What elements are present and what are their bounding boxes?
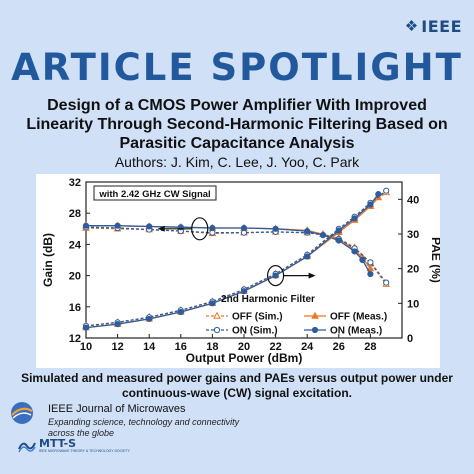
y2-tick-label: 40 (407, 194, 419, 206)
x-tick-label: 16 (175, 341, 187, 353)
annotation-label: with 2.42 GHz CW Signal (98, 189, 210, 200)
data-point (366, 264, 375, 272)
y2-axis-label: PAE (%) (429, 237, 440, 283)
y-tick-label: 16 (69, 302, 81, 314)
legend-entry: ON (Meas.) (330, 326, 382, 337)
ieee-wordmark: IEEE (421, 17, 462, 36)
data-point (146, 223, 153, 230)
legend-marker (311, 311, 319, 319)
data-point (209, 300, 216, 307)
x-tick-label: 22 (269, 341, 281, 353)
data-point (209, 224, 216, 232)
data-point (304, 253, 311, 260)
y2-tick-label: 30 (407, 229, 419, 241)
article-authors: Authors: J. Kim, C. Lee, J. Yoo, C. Park (114, 154, 360, 170)
gain-arrowhead (157, 225, 165, 232)
x-tick-label: 20 (238, 341, 250, 353)
legend-marker (311, 326, 319, 334)
data-point (359, 256, 366, 264)
data-point (240, 224, 248, 232)
data-point (272, 225, 279, 232)
x-tick-label: 12 (111, 341, 123, 353)
series-line (85, 193, 379, 329)
legend-entry: OFF (Sim.) (232, 312, 283, 323)
x-tick-label: 24 (301, 341, 314, 353)
y-axis-label: Gain (dB) (41, 233, 55, 287)
y2-tick-label: 0 (407, 333, 413, 345)
data-point (272, 272, 279, 279)
journal-tagline: Expanding science, technology and connec… (48, 417, 240, 438)
y2-tick-label: 10 (407, 298, 419, 310)
figure-panel: 10 12 14 16 18 20 22 24 26 28 12 16 20 24 28 32 0 10 20 30 4… (36, 174, 440, 368)
y-tick-label: 24 (69, 239, 82, 251)
legend-marker (213, 311, 221, 319)
page-title: ARTICLE SPOTLIGHT (11, 46, 463, 89)
data-point (114, 321, 121, 328)
data-point (335, 237, 342, 244)
pae-arrowhead (308, 272, 316, 279)
data-point (114, 222, 121, 229)
y2-tick-label: 20 (407, 264, 419, 276)
legend-entry: OFF (Meas.) (330, 312, 387, 323)
figure-caption: Simulated and measured power gains and P… (21, 371, 453, 400)
globe-swirl-icon (11, 402, 33, 424)
legend-entry: ON (Sim.) (232, 326, 278, 337)
data-point (383, 187, 390, 194)
mtts-logo: MTT-S IEEE MICROWAVE THEORY & TECHNOLOGY… (18, 438, 130, 453)
data-point (240, 288, 248, 295)
mtts-wave-icon (18, 442, 36, 452)
data-point (351, 215, 358, 222)
x-tick-label: 18 (206, 341, 218, 353)
data-point (304, 228, 311, 235)
annotation-box (93, 185, 217, 201)
legend-title: 2nd Harmonic Filter (221, 294, 315, 305)
legend-marker (213, 326, 221, 334)
data-point (335, 227, 342, 234)
data-point (82, 222, 90, 229)
mtts-subtitle: IEEE MICROWAVE THEORY & TECHNOLOGY SOCIE… (39, 449, 130, 453)
ieee-logo: ❖ IEEE (405, 17, 462, 36)
data-point (383, 279, 390, 286)
plot-frame (85, 181, 403, 339)
y-tick-label: 20 (69, 271, 81, 283)
x-tick-label: 26 (333, 341, 345, 353)
article-title: Design of a CMOS Power Amplifier With Im… (26, 97, 448, 152)
x-axis-label: Output Power (dBm) (186, 351, 303, 365)
data-point (319, 231, 327, 239)
data-point (375, 191, 382, 198)
y-tick-label: 28 (69, 208, 81, 220)
gain-pae-chart: 10 12 14 16 18 20 22 24 26 2812162024283201020304… (41, 177, 440, 365)
ieee-diamond-icon: ❖ (404, 18, 419, 35)
data-point (367, 270, 374, 278)
mtts-name: MTT-S (39, 437, 77, 450)
data-point (177, 308, 184, 316)
x-tick-label: 28 (364, 341, 376, 353)
journal-block: IEEE Journal of Microwaves Expanding sci… (48, 403, 248, 439)
data-point (367, 259, 374, 266)
y-tick-label: 12 (69, 333, 81, 345)
data-point (351, 248, 358, 255)
y-tick-label: 32 (69, 177, 81, 189)
journal-name: IEEE Journal of Microwaves (48, 403, 186, 415)
data-point (367, 201, 374, 208)
data-point (82, 324, 90, 331)
x-tick-label: 10 (80, 341, 92, 353)
series-line (85, 190, 387, 327)
x-tick-label: 14 (143, 341, 156, 353)
data-point (146, 315, 153, 323)
